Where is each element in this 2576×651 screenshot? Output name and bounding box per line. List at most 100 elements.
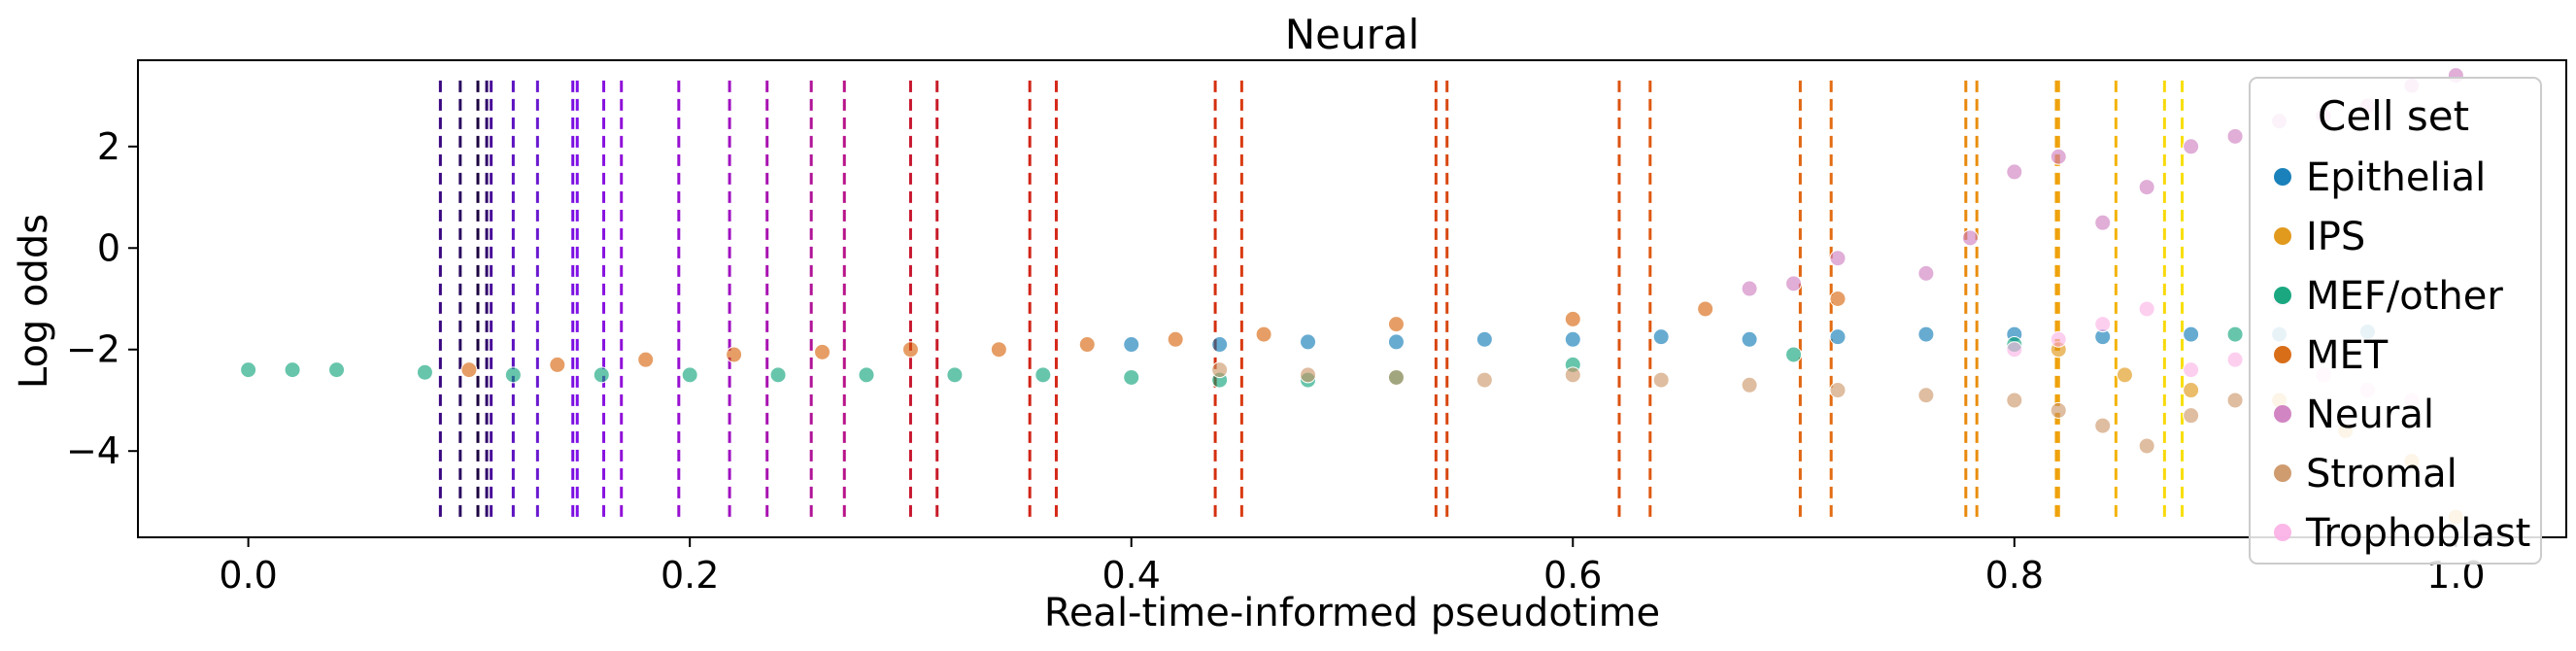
data-point-met [1697,300,1714,318]
legend-marker [2274,405,2291,423]
legend-label: Trophoblast [2305,511,2530,556]
y-tick-label: −2 [66,328,120,371]
data-point-neural [1961,229,1979,247]
data-point-met [549,356,566,373]
data-point-trophoblast [2094,316,2112,333]
data-point-epithelial [2183,326,2200,343]
data-point-met [1829,291,1847,307]
x-axis-ticks: 0.0 0.2 0.4 0.6 0.8 1.0 [219,537,2486,597]
data-point-trophoblast [2138,300,2155,318]
data-point-stromal [2094,417,2112,434]
legend-label: IPS [2306,215,2365,259]
legend-label: Epithelial [2306,155,2486,200]
data-point-stromal [2226,392,2244,409]
legend-marker [2274,287,2291,304]
legend-items: Epithelial IPS MEF/other MET Neural Stromal Tr… [2274,155,2530,556]
data-point-neural [1785,275,1803,292]
data-point-mef-other [1785,346,1803,363]
y-tick-label: 0 [97,226,120,269]
data-point-trophoblast [2183,361,2200,379]
data-point-neural [1829,250,1847,267]
data-point-stromal [1387,368,1405,386]
y-tick-label: 2 [97,125,120,168]
data-point-epithelial [1741,330,1758,348]
y-axis-label: Log odds [12,214,56,389]
data-point-neural [2183,138,2200,155]
chart-title: Neural [1285,11,1420,58]
data-point-mef-other [284,361,301,379]
data-point-met [990,341,1007,359]
data-point-met [1167,330,1184,348]
data-point-met [1255,326,1272,343]
legend-label: MET [2306,333,2389,378]
data-point-trophoblast [2050,330,2067,348]
legend-box [2249,77,2542,565]
data-point-ips [2183,382,2200,399]
data-point-neural [1741,280,1758,297]
data-point-mef-other [328,361,346,379]
data-point-mef-other [2226,326,2244,343]
data-point-epithelial [1123,336,1140,354]
data-point-epithelial [1564,330,1581,348]
data-point-stromal [2183,407,2200,425]
data-point-epithelial [1211,336,1229,354]
data-point-mef-other [1123,368,1140,386]
data-point-neural [2050,148,2067,165]
data-point-stromal [1564,366,1581,384]
legend-label: Stromal [2306,452,2457,497]
x-tick-label: 0.2 [661,554,719,597]
legend-label: MEF/other [2306,274,2503,319]
data-point-epithelial [1300,333,1317,351]
data-point-epithelial [1917,326,1935,343]
x-axis-label: Real-time-informed pseudotime [1044,591,1660,635]
data-point-stromal [1300,366,1317,384]
data-point-mef-other [769,366,787,384]
data-point-mef-other [858,366,875,384]
x-tick-label: 0.0 [219,554,277,597]
legend-marker [2274,524,2291,541]
legend-title: Cell set [2318,92,2469,140]
data-point-neural [2226,127,2244,145]
data-point-mef-other [1034,366,1052,384]
data-point-met [1078,336,1096,354]
legend-label: Neural [2306,393,2434,437]
legend-marker [2274,168,2291,186]
data-point-trophoblast [2006,341,2023,359]
data-point-mef-other [593,366,610,384]
legend: Cell set Epithelial IPS MEF/other MET Neural… [2249,77,2542,565]
data-point-trophoblast [2226,351,2244,368]
data-point-met [901,341,919,359]
data-point-stromal [1211,361,1229,379]
data-point-met [460,361,478,379]
data-point-mef-other [416,363,433,381]
data-point-neural [2006,163,2023,181]
y-axis-ticks: 2 0 −2 −4 [66,125,138,472]
data-point-epithelial [1475,330,1493,348]
data-point-stromal [1917,387,1935,404]
data-point-met [1387,316,1405,333]
data-point-mef-other [681,366,698,384]
data-point-mef-other [504,366,522,384]
data-point-stromal [1741,376,1758,394]
data-point-stromal [2050,401,2067,419]
data-point-met [726,346,743,363]
legend-marker [2274,346,2291,363]
x-tick-label: 0.8 [1985,554,2044,597]
data-point-neural [1917,264,1935,282]
data-point-stromal [1829,382,1847,399]
data-point-neural [2138,179,2155,196]
x-tick-label: 0.6 [1543,554,1602,597]
data-point-stromal [2138,437,2155,455]
data-point-neural [2094,214,2112,231]
vertical-lines-layer [438,80,2185,518]
data-point-epithelial [1387,333,1405,351]
x-tick-label: 0.4 [1102,554,1161,597]
data-point-mef-other [946,366,964,384]
data-point-ips [2116,366,2133,384]
legend-marker [2274,227,2291,245]
legend-marker [2274,464,2291,482]
data-point-stromal [2006,392,2023,409]
y-tick-label: −4 [66,429,120,472]
